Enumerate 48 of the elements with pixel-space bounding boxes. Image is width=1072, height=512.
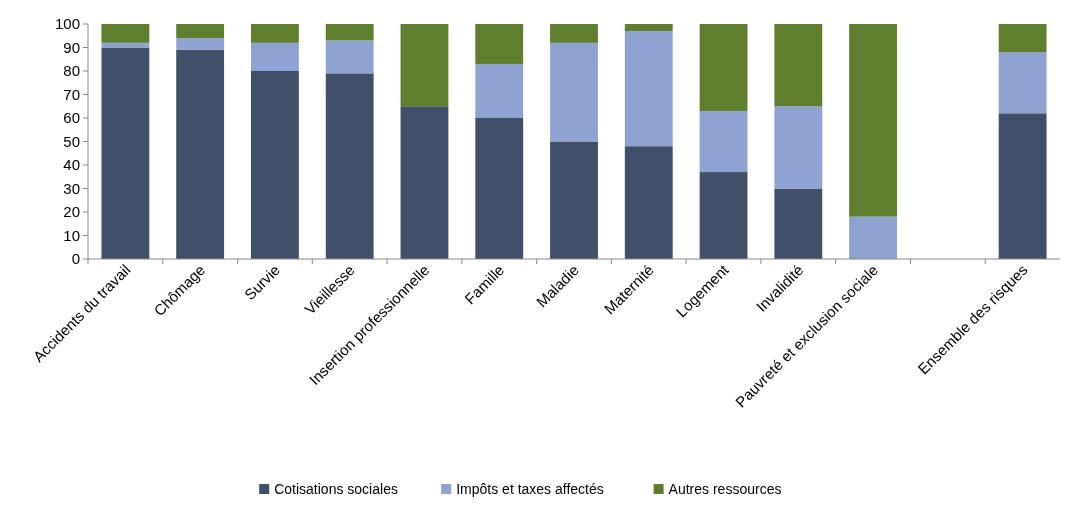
bar (251, 71, 299, 259)
bar (849, 24, 897, 217)
legend-label: Impôts et taxes affectés (456, 481, 604, 497)
bar (998, 52, 1047, 114)
bar (699, 110, 748, 173)
bar (774, 188, 823, 259)
bar (998, 24, 1047, 53)
bar (624, 31, 673, 147)
bar (624, 24, 673, 32)
y-tick-label: 50 (63, 132, 80, 150)
y-tick-label: 30 (63, 179, 80, 197)
bar (400, 24, 449, 107)
bar (101, 47, 150, 259)
bar (550, 42, 598, 142)
bar (325, 73, 374, 259)
bar (251, 42, 299, 71)
bar (550, 24, 598, 43)
bar (176, 38, 225, 50)
bar (176, 49, 225, 259)
legend-label: Autres ressources (668, 481, 782, 497)
bar (251, 24, 299, 43)
bar (624, 146, 673, 259)
y-tick-label: 70 (63, 85, 80, 103)
bar (774, 106, 823, 189)
bar (550, 141, 598, 259)
bar (849, 216, 897, 259)
y-tick-label: 60 (63, 109, 80, 127)
y-tick-label: 100 (54, 15, 80, 33)
legend-label: Cotisations sociales (274, 481, 398, 497)
y-tick-label: 90 (63, 38, 80, 56)
y-tick-label: 0 (71, 250, 80, 268)
y-tick-label: 80 (63, 62, 80, 80)
bar (325, 40, 374, 74)
bar (400, 106, 449, 259)
bar (475, 24, 524, 64)
y-tick-label: 10 (63, 226, 80, 244)
y-tick-label: 20 (63, 203, 80, 221)
bar (774, 24, 823, 107)
bar (101, 42, 150, 48)
bar (699, 24, 748, 111)
bar (699, 172, 748, 259)
bar (998, 113, 1047, 259)
bar (475, 63, 524, 118)
bar (176, 24, 225, 39)
bar (475, 118, 524, 259)
bar (325, 24, 374, 41)
bar (101, 24, 150, 43)
y-tick-label: 40 (63, 156, 80, 174)
